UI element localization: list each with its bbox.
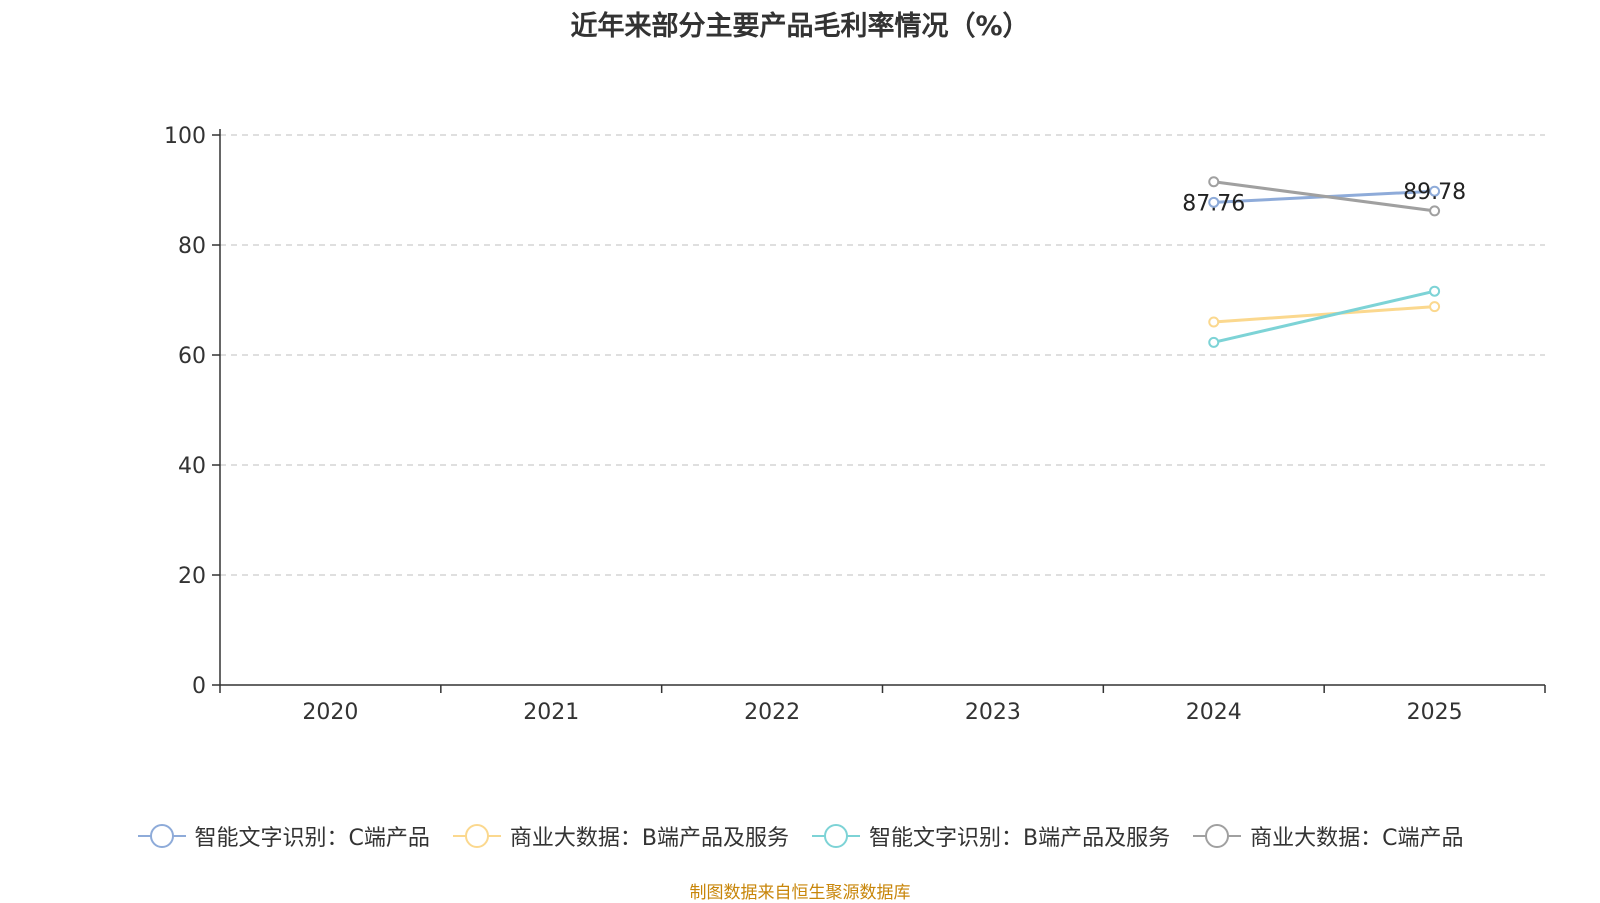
legend-marker-icon [812, 824, 860, 848]
y-tick-label: 60 [178, 344, 206, 369]
data-point [1429, 301, 1441, 313]
x-tick-label: 2023 [965, 700, 1021, 725]
series-lines [1208, 176, 1441, 348]
x-tick-label: 2024 [1186, 700, 1242, 725]
legend: 智能文字识别：C端产品 商业大数据：B端产品及服务 智能文字识别：B端产品及服务 商业… [0, 820, 1600, 852]
series-line-2 [1213, 305, 1435, 324]
legend-label: 智能文字识别：B端产品及服务 [869, 826, 1171, 851]
legend-circle [1205, 824, 1230, 848]
data-point [1429, 185, 1441, 197]
data-point [1208, 336, 1220, 348]
series-line-3 [1213, 289, 1435, 344]
data-point [1208, 316, 1220, 328]
data-label: 89.78 [1403, 180, 1466, 205]
legend-item[interactable]: 智能文字识别：B端产品及服务 [811, 820, 1170, 852]
y-tick-label: 0 [192, 674, 206, 699]
data-point [1429, 205, 1441, 217]
legend-label: 商业大数据：C端产品 [1250, 826, 1464, 851]
x-tick-label: 2022 [744, 700, 800, 725]
legend-circle [824, 824, 848, 848]
x-tick-label: 2025 [1407, 700, 1463, 725]
y-tick-label: 80 [178, 234, 206, 259]
grid-lines [220, 134, 1545, 576]
legend-label: 商业大数据：B端产品及服务 [509, 826, 789, 851]
legend-label: 智能文字识别：C端产品 [194, 826, 430, 851]
y-tick-label: 20 [178, 564, 206, 589]
legend-circle [149, 824, 174, 848]
data-point [1429, 285, 1441, 297]
legend-marker-icon [137, 824, 186, 848]
legend-circle [464, 824, 489, 848]
data-label: 87.76 [1182, 191, 1245, 216]
legend-item[interactable]: 智能文字识别：C端产品 [137, 820, 430, 852]
axes: 0 20 40 60 80 100 2020 2021 2022 2023 2024 2025 [164, 124, 1546, 725]
legend-item[interactable]: 商业大数据：C端产品 [1192, 820, 1463, 852]
y-tick-label: 100 [164, 124, 206, 149]
legend-marker-icon [452, 824, 501, 848]
chart-title: 近年来部分主要产品毛利率情况（%） [570, 11, 1030, 42]
y-tick-label: 40 [178, 454, 206, 479]
data-point [1208, 176, 1220, 188]
data-labels: 87.76 89.78 [1182, 180, 1466, 216]
x-tick-label: 2021 [523, 700, 579, 725]
series-line-4 [1213, 180, 1435, 213]
source-note: 制图数据来自恒生聚源数据库 [689, 883, 911, 903]
legend-marker-icon [1193, 824, 1242, 848]
x-tick-label: 2020 [302, 700, 358, 725]
legend-item[interactable]: 商业大数据：B端产品及服务 [452, 820, 789, 852]
data-point [1208, 196, 1220, 208]
